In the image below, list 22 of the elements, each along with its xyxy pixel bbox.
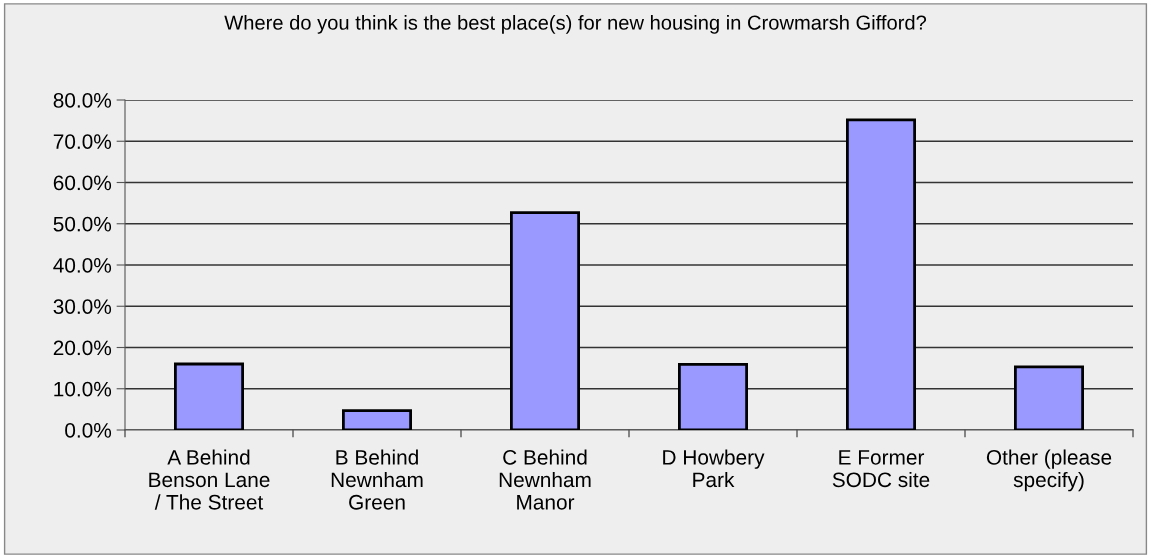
y-tick-label: 0.0% bbox=[65, 423, 112, 438]
chart-title: Where do you think is the best place(s) for new housing in Crowmarsh Gifford? bbox=[224, 15, 927, 34]
x-tick-label: B Behind Newnham Green bbox=[331, 449, 423, 510]
y-tick-label: 30.0% bbox=[53, 299, 112, 314]
y-tick-label: 40.0% bbox=[53, 258, 112, 273]
y-tick-label: 10.0% bbox=[54, 381, 112, 397]
bar bbox=[510, 211, 580, 430]
y-tick-label: 50.0% bbox=[53, 216, 112, 232]
bar bbox=[678, 363, 748, 430]
bar bbox=[342, 409, 412, 430]
x-tick-label: E Former SODC site bbox=[832, 450, 930, 488]
bar bbox=[1014, 365, 1084, 430]
y-tick-label: 80.0% bbox=[53, 93, 112, 108]
bar bbox=[174, 362, 244, 430]
x-tick-label: A Behind Benson Lane / The Street bbox=[149, 449, 270, 510]
x-tick-label: D Howbery Park bbox=[663, 449, 765, 488]
bar bbox=[846, 118, 916, 430]
y-tick-label: 20.0% bbox=[53, 340, 112, 356]
y-tick-label: 70.0% bbox=[53, 134, 112, 149]
x-tick-label: C Behind Newnham Manor bbox=[499, 449, 591, 510]
y-tick-label: 60.0% bbox=[53, 175, 112, 191]
x-tick-label: Other (please specify) bbox=[986, 449, 1112, 492]
